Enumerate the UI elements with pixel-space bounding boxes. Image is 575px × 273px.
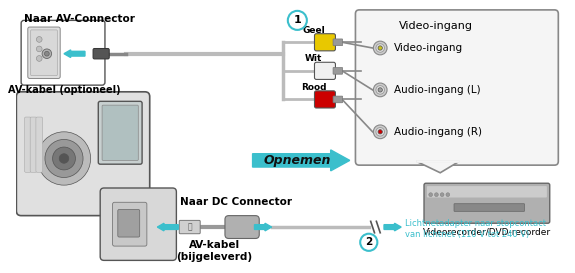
Circle shape — [376, 44, 385, 52]
FancyBboxPatch shape — [315, 34, 335, 51]
FancyArrow shape — [384, 223, 401, 231]
FancyBboxPatch shape — [424, 183, 550, 223]
Text: ⎗: ⎗ — [187, 222, 192, 232]
FancyBboxPatch shape — [30, 117, 37, 172]
Text: Naar AV-Connector: Naar AV-Connector — [24, 14, 135, 24]
Circle shape — [373, 83, 387, 97]
FancyBboxPatch shape — [25, 117, 31, 172]
Text: Rood: Rood — [301, 83, 326, 92]
FancyBboxPatch shape — [28, 27, 60, 78]
Text: Naar DC Connector: Naar DC Connector — [180, 197, 292, 207]
Circle shape — [360, 234, 377, 251]
Circle shape — [373, 41, 387, 55]
FancyBboxPatch shape — [93, 49, 109, 59]
FancyBboxPatch shape — [100, 188, 177, 260]
Circle shape — [36, 37, 42, 42]
Polygon shape — [416, 161, 459, 173]
Circle shape — [446, 193, 450, 197]
Text: Lichtnetadapter naar stopcontact
van lichtnet (110 V tot 240 V): Lichtnetadapter naar stopcontact van lic… — [405, 219, 546, 239]
FancyBboxPatch shape — [36, 117, 43, 172]
Circle shape — [435, 193, 438, 197]
Circle shape — [376, 86, 385, 94]
Text: Opnemen: Opnemen — [264, 154, 331, 167]
FancyBboxPatch shape — [225, 216, 259, 239]
Circle shape — [440, 193, 444, 197]
Circle shape — [36, 46, 42, 52]
FancyBboxPatch shape — [113, 202, 147, 246]
FancyBboxPatch shape — [118, 209, 140, 237]
Text: Geel: Geel — [302, 26, 325, 35]
FancyBboxPatch shape — [333, 39, 343, 46]
FancyArrow shape — [252, 150, 350, 171]
Circle shape — [378, 46, 382, 50]
Circle shape — [378, 130, 382, 134]
FancyBboxPatch shape — [30, 30, 58, 76]
FancyBboxPatch shape — [427, 186, 547, 198]
Circle shape — [52, 147, 75, 170]
FancyBboxPatch shape — [333, 96, 343, 103]
Text: Wit: Wit — [305, 54, 322, 63]
Text: Videorecorder/DVD-recorder: Videorecorder/DVD-recorder — [423, 227, 551, 236]
Text: AV-kabel (optioneel): AV-kabel (optioneel) — [7, 85, 120, 95]
Circle shape — [429, 193, 432, 197]
Circle shape — [44, 51, 49, 56]
Text: 1: 1 — [293, 15, 301, 25]
FancyBboxPatch shape — [315, 62, 335, 79]
FancyArrow shape — [158, 223, 178, 231]
Text: AV-kabel
(bijgeleverd): AV-kabel (bijgeleverd) — [177, 241, 252, 262]
Text: 2: 2 — [365, 237, 373, 247]
Circle shape — [376, 127, 385, 136]
Circle shape — [45, 140, 83, 177]
Circle shape — [59, 154, 69, 163]
Circle shape — [36, 56, 42, 61]
Circle shape — [378, 88, 382, 92]
FancyBboxPatch shape — [454, 204, 524, 211]
FancyBboxPatch shape — [315, 91, 335, 108]
Circle shape — [373, 125, 387, 139]
FancyArrow shape — [64, 50, 85, 58]
Circle shape — [37, 132, 91, 185]
FancyBboxPatch shape — [355, 10, 558, 165]
FancyBboxPatch shape — [98, 101, 142, 164]
FancyBboxPatch shape — [102, 105, 138, 160]
Circle shape — [288, 11, 307, 30]
Circle shape — [42, 49, 52, 58]
Text: Audio-ingang (L): Audio-ingang (L) — [393, 85, 480, 95]
Text: Audio-ingang (R): Audio-ingang (R) — [393, 127, 481, 137]
FancyBboxPatch shape — [21, 20, 105, 85]
FancyBboxPatch shape — [179, 220, 200, 234]
FancyArrow shape — [255, 223, 271, 231]
Text: Video-ingang: Video-ingang — [399, 21, 473, 31]
Text: Video-ingang: Video-ingang — [393, 43, 463, 53]
FancyBboxPatch shape — [16, 92, 150, 216]
FancyBboxPatch shape — [333, 67, 343, 74]
